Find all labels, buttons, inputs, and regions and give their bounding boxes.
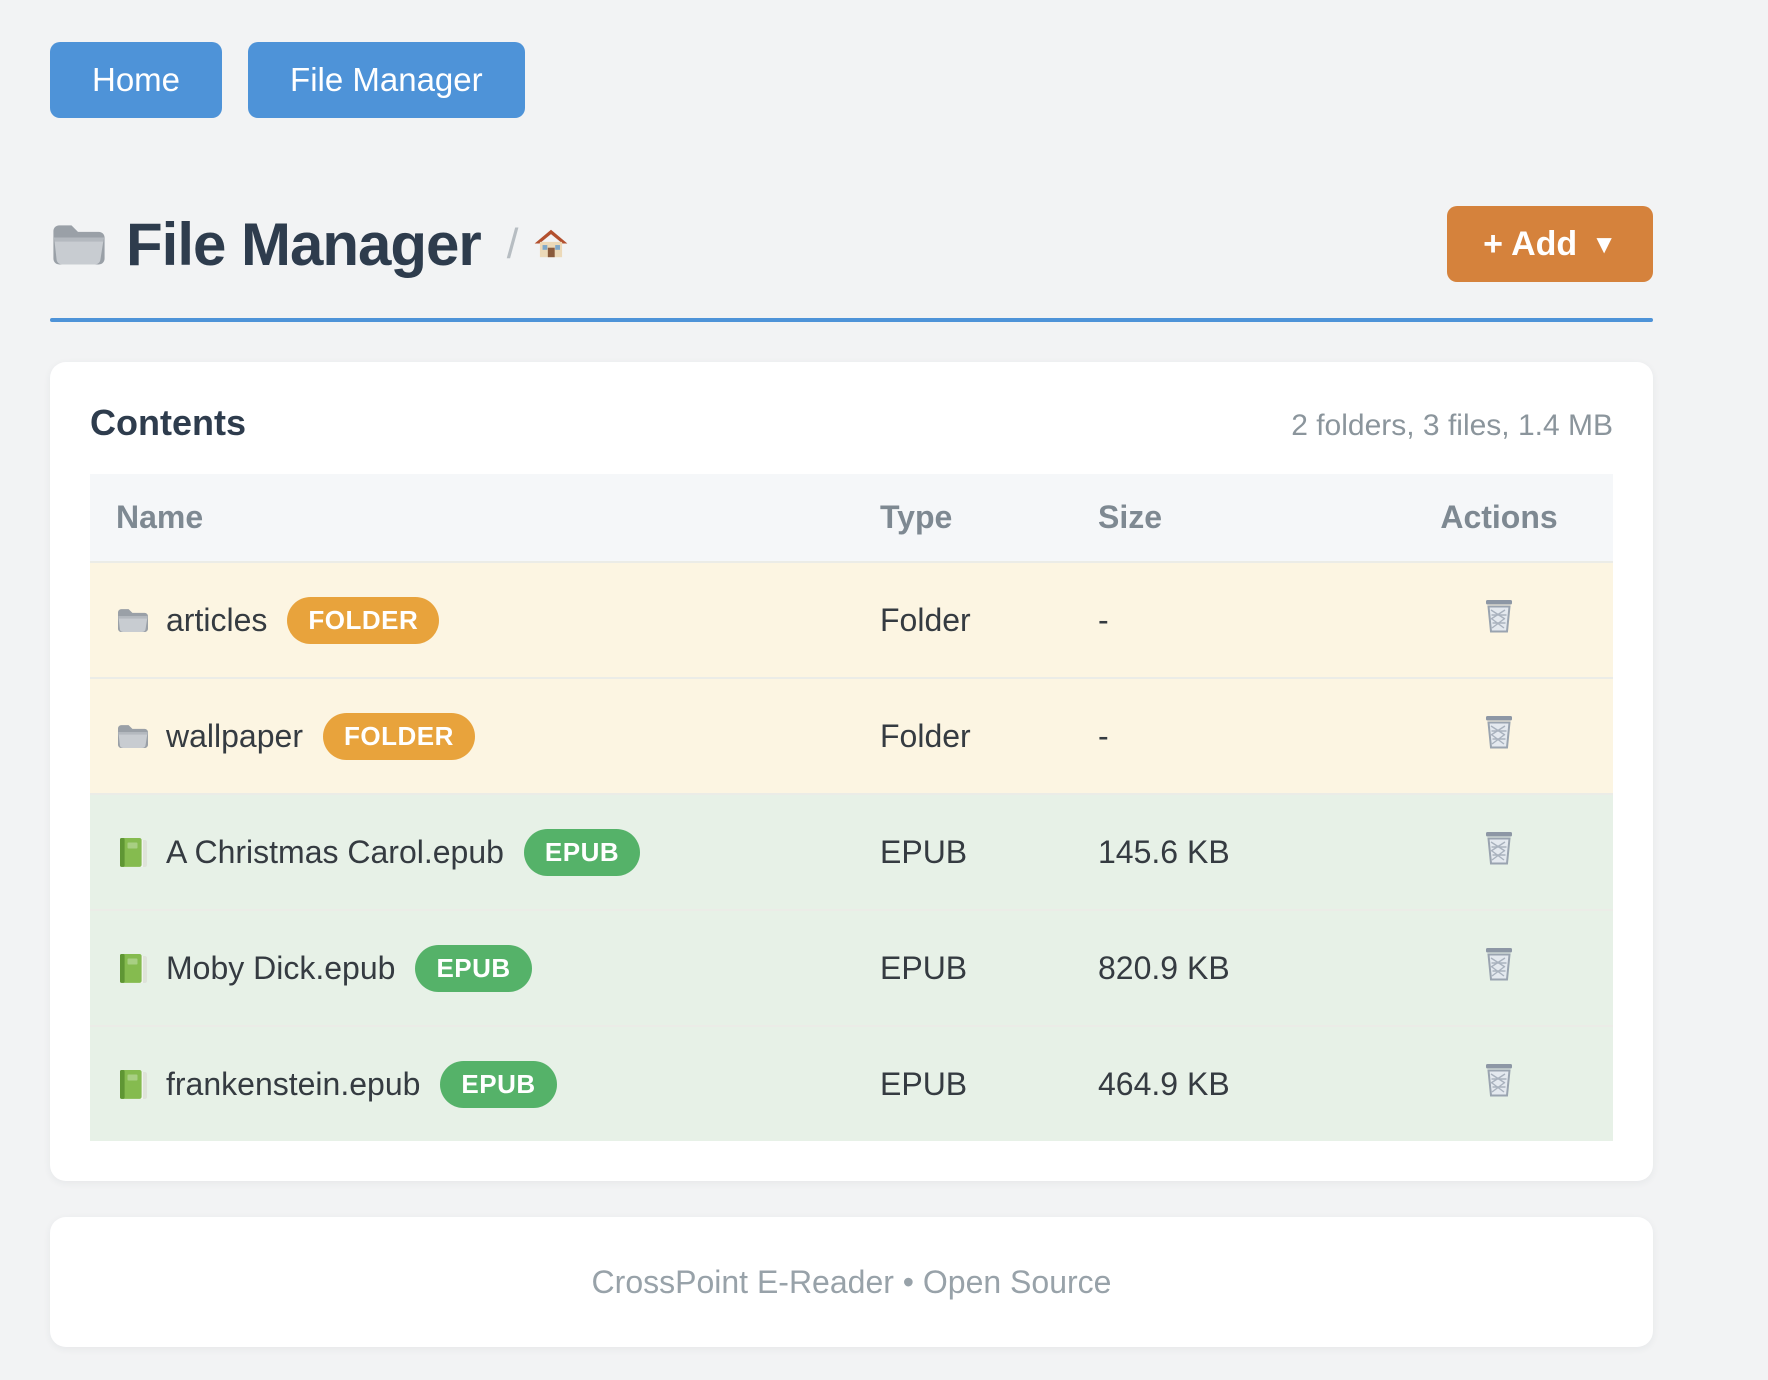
folder-badge: FOLDER xyxy=(322,712,475,760)
entry-name[interactable]: frankenstein.epub xyxy=(166,1065,421,1102)
file-table-head: Name Type Size Actions xyxy=(90,474,1613,562)
trash-icon xyxy=(1485,599,1513,633)
trash-icon xyxy=(1485,1063,1513,1097)
entry-type: EPUB xyxy=(880,949,968,986)
trash-icon xyxy=(1485,947,1513,981)
add-button-label: + Add xyxy=(1483,224,1578,263)
trash-icon xyxy=(1485,715,1513,749)
table-row-wallpaper[interactable]: wallpaper FOLDER Folder - xyxy=(90,678,1613,794)
delete-button[interactable] xyxy=(1480,944,1518,984)
file-table-body: articles FOLDER Folder - xyxy=(90,562,1613,1141)
header-row: Name Type Size Actions xyxy=(90,474,1613,562)
entry-size: 145.6 KB xyxy=(1098,833,1230,870)
column-header-type: Type xyxy=(880,499,953,535)
delete-button[interactable] xyxy=(1480,596,1518,636)
page: Home File Manager File Manager / + Add ▼… xyxy=(50,0,1653,1347)
entry-size: 820.9 KB xyxy=(1098,949,1230,986)
contents-card: Contents 2 folders, 3 files, 1.4 MB Name… xyxy=(50,362,1653,1181)
book-icon xyxy=(120,838,147,867)
epub-badge: EPUB xyxy=(415,944,532,992)
table-row-christmas-carol[interactable]: A Christmas Carol.epub EPUB EPUB 145.6 K… xyxy=(90,794,1613,910)
epub-badge: EPUB xyxy=(440,1060,557,1108)
entry-size: - xyxy=(1098,601,1109,638)
entry-type: EPUB xyxy=(880,1065,968,1102)
entry-size: 464.9 KB xyxy=(1098,1065,1230,1102)
page-title: File Manager xyxy=(126,210,482,278)
entry-name[interactable]: A Christmas Carol.epub xyxy=(166,833,504,870)
table-row-articles[interactable]: articles FOLDER Folder - xyxy=(90,562,1613,678)
folder-badge: FOLDER xyxy=(287,596,440,644)
entry-name[interactable]: wallpaper xyxy=(166,717,303,754)
title-wrap: File Manager / xyxy=(50,210,570,279)
epub-badge: EPUB xyxy=(523,828,641,876)
add-button[interactable]: + Add ▼ xyxy=(1447,206,1653,282)
entry-type: Folder xyxy=(880,717,971,754)
caret-down-icon: ▼ xyxy=(1591,228,1617,259)
delete-button[interactable] xyxy=(1480,712,1518,752)
table-row-moby-dick[interactable]: Moby Dick.epub EPUB EPUB 820.9 KB xyxy=(90,910,1613,1026)
book-icon xyxy=(120,1070,147,1099)
entry-type: Folder xyxy=(880,601,971,638)
footer-text: CrossPoint E-Reader • Open Source xyxy=(591,1263,1112,1300)
contents-summary: 2 folders, 3 files, 1.4 MB xyxy=(1291,409,1613,442)
contents-title: Contents xyxy=(90,402,246,443)
entry-name[interactable]: articles xyxy=(166,601,268,638)
house-icon[interactable] xyxy=(532,225,570,263)
column-header-actions: Actions xyxy=(1440,499,1558,535)
table-row-frankenstein[interactable]: frankenstein.epub EPUB EPUB 464.9 KB xyxy=(90,1026,1613,1141)
breadcrumb-separator: / xyxy=(506,220,519,267)
nav-home-button[interactable]: Home xyxy=(50,42,223,118)
footer-card: CrossPoint E-Reader • Open Source xyxy=(50,1217,1653,1347)
entry-type: EPUB xyxy=(880,833,968,870)
folder-icon xyxy=(53,225,105,265)
column-header-size: Size xyxy=(1098,499,1163,535)
delete-button[interactable] xyxy=(1480,828,1518,868)
folder-icon xyxy=(118,725,148,748)
book-icon xyxy=(120,954,147,983)
entry-size: - xyxy=(1098,717,1109,754)
column-header-name: Name xyxy=(116,499,204,535)
trash-icon xyxy=(1485,831,1513,865)
file-table: Name Type Size Actions articles FOLDER xyxy=(90,474,1613,1141)
contents-card-header: Contents 2 folders, 3 files, 1.4 MB xyxy=(90,402,1613,444)
folder-icon xyxy=(118,609,148,632)
delete-button[interactable] xyxy=(1480,1060,1518,1100)
nav-file-manager-button[interactable]: File Manager xyxy=(248,42,525,118)
top-nav: Home File Manager xyxy=(50,42,1653,118)
entry-name[interactable]: Moby Dick.epub xyxy=(166,949,396,986)
page-header: File Manager / + Add ▼ xyxy=(50,206,1653,282)
header-divider xyxy=(50,318,1653,322)
